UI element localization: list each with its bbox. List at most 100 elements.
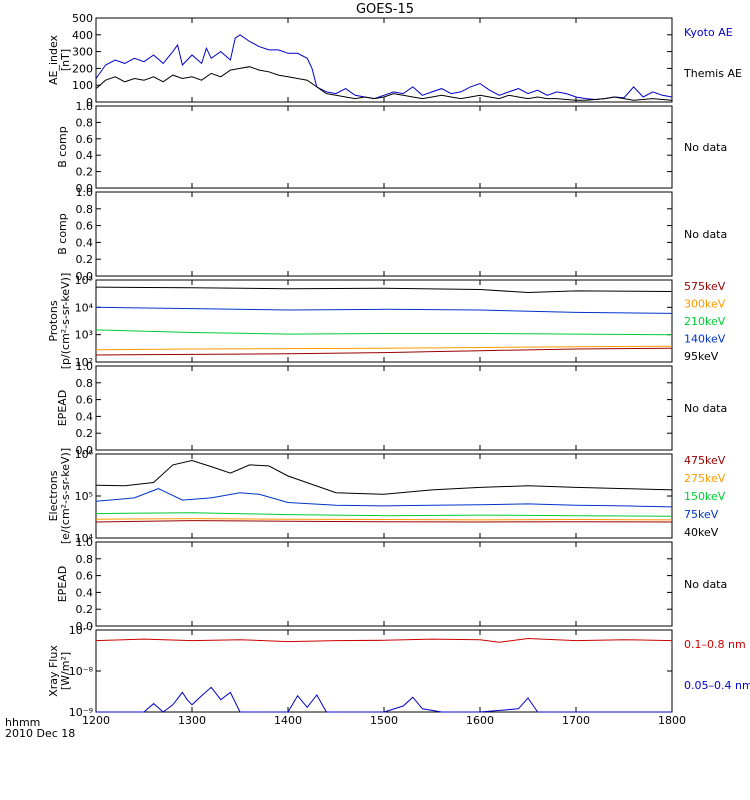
y-tick-label: 0.4: [76, 586, 94, 599]
panel-frame: [95, 365, 673, 451]
legend-entry: Kyoto AE: [684, 26, 733, 39]
y-tick-label: 400: [72, 29, 93, 42]
series-line-0.05–0.4 nm: [96, 686, 672, 713]
y-tick-label: 100: [72, 79, 93, 92]
x-tick-label: 1800: [658, 714, 686, 727]
y-tick-label: 1.0: [76, 536, 94, 549]
series-line-0.1–0.8 nm: [95, 637, 673, 643]
y-tick-label: 0.0: [76, 444, 94, 457]
x-tick-label: 1500: [370, 714, 398, 727]
y-axis-label: Electrons: [47, 470, 60, 521]
legend-entry: Themis AE: [683, 67, 742, 80]
panel-ae: 0 100 200 300 400 500 AE_index [nT] Kyoto AE Them…: [47, 12, 742, 109]
y-tick-label: 0.0: [76, 182, 94, 195]
series-line-Themis AE: [95, 66, 673, 101]
no-data-note: No data: [684, 228, 727, 241]
x-tick-label: 1600: [466, 714, 494, 727]
series-line-475keV: [95, 520, 673, 523]
y-axis-label: B comp: [56, 126, 69, 168]
y-tick-label: 0.6: [76, 394, 94, 407]
y-tick-label: 0.6: [76, 133, 94, 146]
y-tick-label: 10⁵: [75, 490, 93, 503]
series-line-75keV: [95, 488, 673, 508]
panel-protons: 10² 10³ 10⁴ 10⁵ Protons [p/(cm²-s-sr-keV)] 575…: [47, 273, 726, 370]
no-data-note: No data: [684, 578, 727, 591]
y-tick-label: 0.8: [76, 553, 94, 566]
y-axis-unit: [p/(cm²-s-sr-keV)]: [59, 273, 72, 370]
x-tick-label: 1300: [178, 714, 206, 727]
y-tick-label: 1.0: [76, 100, 94, 113]
y-axis-label: Protons: [47, 300, 60, 341]
legend-entry: 575keV: [684, 280, 726, 293]
y-tick-label: 200: [72, 62, 93, 75]
series-line-140keV: [95, 306, 673, 314]
x-axis-label-line2: 2010 Dec 18: [5, 727, 75, 740]
legend-entry: 0.1–0.8 nm: [684, 638, 746, 651]
y-tick-label: 500: [72, 12, 93, 25]
y-tick-label: 10⁻⁷: [69, 624, 93, 637]
y-tick-label: 10³: [75, 329, 93, 342]
y-tick-label: 10⁻⁸: [69, 665, 94, 678]
y-tick-label: 0.6: [76, 570, 94, 583]
y-tick-label: 1.0: [76, 360, 94, 373]
x-tick-label: 1200: [82, 714, 110, 727]
panel-frame: [95, 453, 673, 539]
no-data-note: No data: [684, 402, 727, 415]
y-tick-label: 1.0: [76, 186, 94, 199]
legend-entry: 275keV: [684, 472, 726, 485]
y-tick-label: 0.8: [76, 203, 94, 216]
y-tick-label: 0.6: [76, 220, 94, 233]
no-data-note: No data: [684, 141, 727, 154]
panel-frame: [95, 541, 673, 627]
y-axis-label: EPEAD: [56, 566, 69, 603]
panel-frame: [95, 279, 673, 363]
y-tick-label: 0.4: [76, 410, 94, 423]
panel-xray: 10⁻⁹ 10⁻⁸ 10⁻⁷ Xray Flux [W/m²] 0.1–0.8 nm 0.0…: [47, 624, 750, 719]
legend-entry: 140keV: [684, 333, 726, 346]
y-tick-label: 0.4: [76, 236, 94, 249]
y-axis-label: EPEAD: [56, 390, 69, 427]
series-line-40keV: [95, 459, 673, 495]
y-axis-unit: [nT]: [59, 49, 72, 71]
legend-entry: 475keV: [684, 454, 726, 467]
y-tick-label: 10⁴: [75, 301, 94, 314]
chart-title: GOES-15: [356, 2, 414, 17]
y-tick-label: 0.8: [76, 116, 94, 129]
series-line-275keV: [95, 518, 673, 521]
x-tick-label: 1400: [274, 714, 302, 727]
y-axis-unit: [W/m²]: [59, 652, 72, 690]
panel-frame: [95, 17, 673, 103]
panel-epead1: 0.0 0.2 0.4 0.6 0.8 1.0 EPEAD No data: [56, 360, 727, 457]
panel-bcomp2: 0.0 0.2 0.4 0.6 0.8 1.0 B comp No data: [56, 186, 727, 283]
y-axis-label: AE_index: [47, 34, 60, 85]
y-tick-label: 0.2: [76, 253, 94, 266]
panel-frame: [95, 629, 673, 713]
series-line-95keV: [95, 286, 673, 294]
series-line-575keV: [95, 347, 673, 356]
panel-electrons: 10⁴ 10⁵ 10⁶ Electrons [e/(cm²-s-sr-keV)] 475k…: [47, 448, 726, 545]
legend-entry: 75keV: [684, 508, 719, 521]
y-tick-label: 0.8: [76, 377, 94, 390]
legend-entry: 300keV: [684, 298, 726, 311]
y-tick-label: 10⁵: [75, 274, 93, 287]
y-axis-label: B comp: [56, 213, 69, 255]
legend-entry: 95keV: [684, 350, 719, 363]
y-tick-label: 10⁴: [75, 532, 94, 545]
y-tick-label: 0.4: [76, 149, 94, 162]
y-tick-label: 0: [86, 96, 93, 109]
y-tick-label: 0.0: [76, 270, 94, 283]
series-line-210keV: [95, 329, 673, 336]
y-tick-label: 10⁶: [75, 448, 94, 461]
y-tick-label: 0.0: [76, 620, 94, 633]
legend-entry: 210keV: [684, 315, 726, 328]
panel-frame: [95, 105, 673, 189]
x-tick-label: 1700: [562, 714, 590, 727]
x-axis-label-line1: hhmm: [5, 716, 40, 729]
y-tick-label: 0.2: [76, 166, 94, 179]
legend-entry: 0.05–0.4 nm: [684, 679, 750, 692]
panel-epead2: 0.0 0.2 0.4 0.6 0.8 1.0 EPEAD No data: [56, 536, 727, 633]
series-line-150keV: [95, 512, 673, 517]
y-tick-label: 10⁻⁹: [69, 706, 93, 719]
series-line-Kyoto AE: [95, 34, 673, 101]
